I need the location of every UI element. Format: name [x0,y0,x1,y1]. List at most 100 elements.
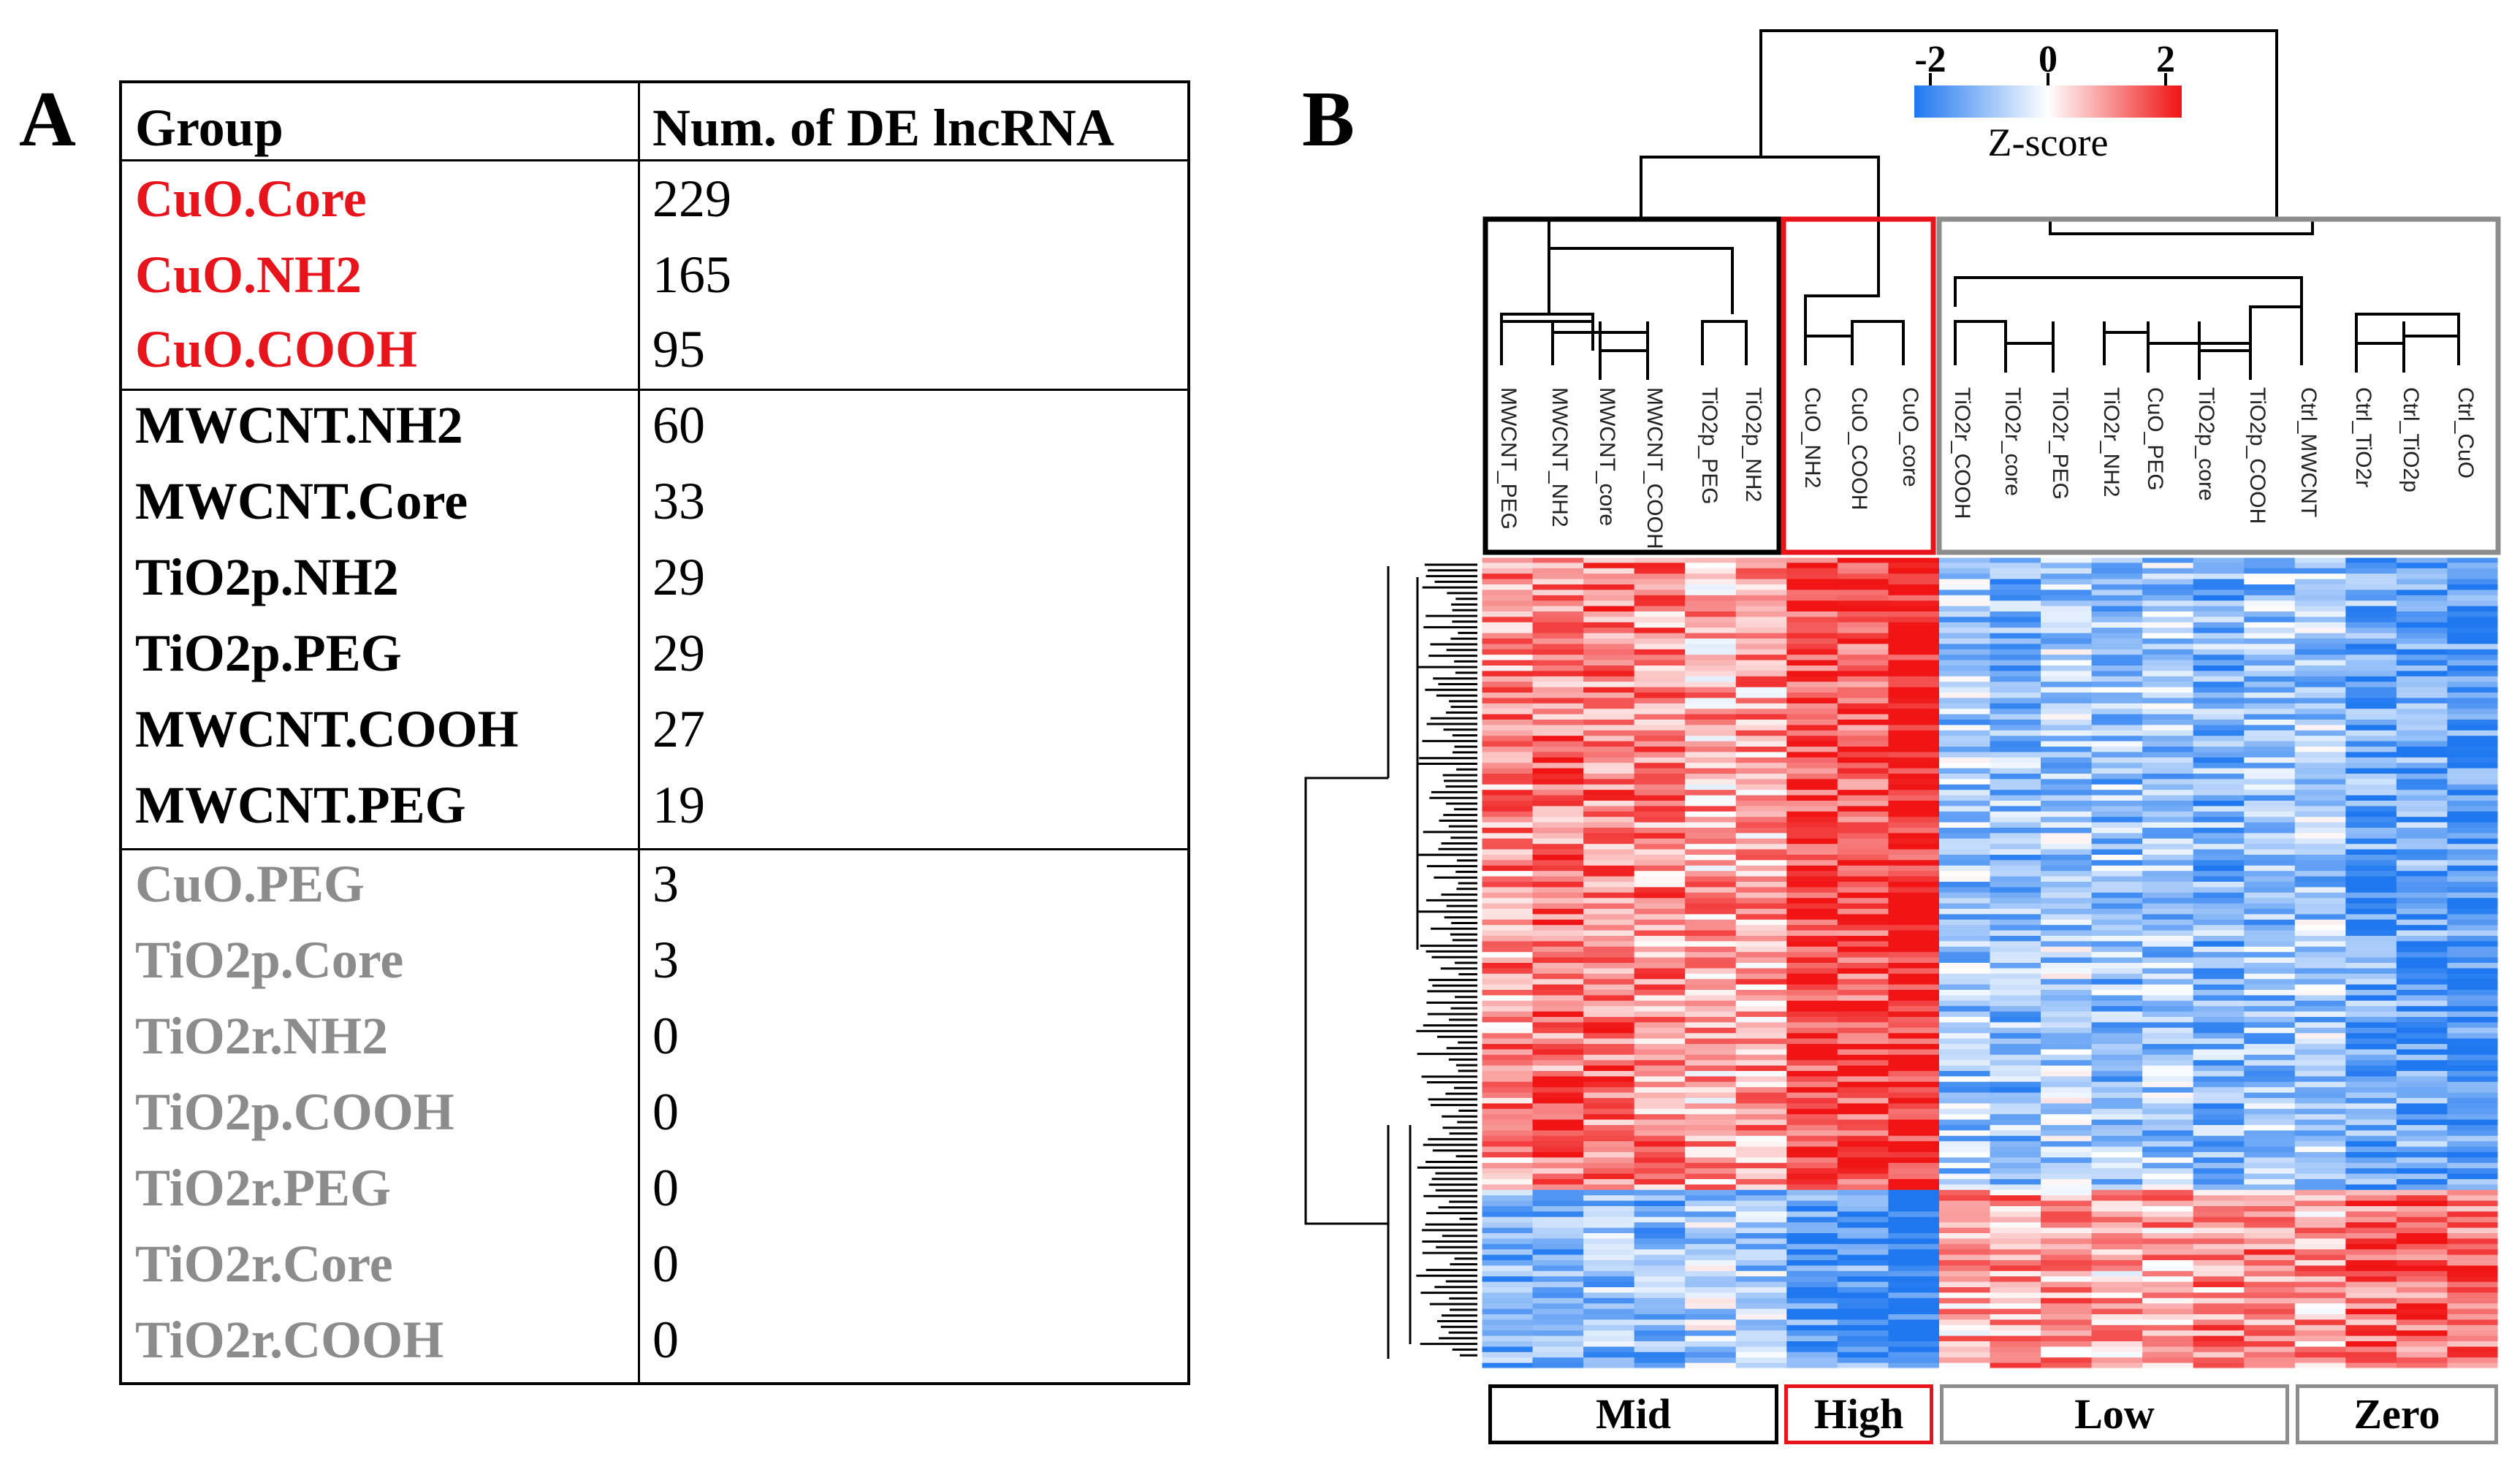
heatmap-cell [1786,1173,1838,1180]
heatmap-cell [2091,763,2143,769]
heatmap-cell [1634,1162,1686,1169]
heatmap-cell [1990,1168,2041,1175]
heatmap-cell [1735,1222,1787,1229]
heatmap-cell [2142,1179,2194,1185]
heatmap-cell [1583,930,1635,937]
heatmap-cell [1482,984,1534,991]
heatmap-cell [2447,1243,2499,1250]
heatmap-cell [1685,693,1737,698]
heatmap-cell [1938,1060,1991,1067]
heatmap-cell [2091,898,2143,904]
row-group-name: TiO2r.NH2 [135,1007,389,1065]
heatmap-cell [1938,828,1991,834]
heatmap-cell [1735,979,1787,985]
heatmap-cell [1837,1189,1889,1196]
heatmap-cell [2294,1249,2346,1256]
heatmap-cell [1888,963,1940,969]
heatmap-cell [1888,1341,1940,1347]
heatmap-cell [2142,801,2194,807]
row-group-name: MWCNT.PEG [135,776,466,834]
heatmap-cell [2244,573,2296,580]
heatmap-cell [2091,849,2143,855]
heatmap-cell [2294,703,2346,709]
heatmap-cell [1634,1038,1686,1045]
heatmap-cell [2193,1006,2245,1013]
heatmap-cell [1583,876,1635,882]
heatmap-cell [2447,601,2499,607]
heatmap-cell [1837,979,1889,985]
heatmap-cell [1786,963,1838,969]
heatmap-cell [1990,628,2041,634]
heatmap-cell [1532,1297,1584,1304]
heatmap-cell [1990,768,2041,774]
heatmap-cell [1532,687,1584,693]
heatmap-cell [2447,790,2499,796]
heatmap-cell [1634,1168,1686,1175]
heatmap-cell [2294,860,2346,866]
heatmap-cell [1532,1254,1584,1261]
heatmap-cell [1837,1103,1889,1110]
header-divider [122,159,1187,161]
heatmap-cell [1938,1038,1991,1045]
heatmap-cell [1735,898,1787,904]
heatmap-cell [1634,833,1686,839]
heatmap-cell [1837,1022,1889,1029]
heatmap-cell [1938,579,1991,585]
heatmap-cell [2244,979,2296,985]
heatmap-cell [1990,1281,2041,1288]
heatmap-cell [2041,1308,2093,1315]
row-group-name: CuO.COOH [135,320,418,378]
heatmap-cell [1735,1092,1787,1099]
heatmap-cell [2041,1179,2093,1185]
heatmap-cell [2244,876,2296,882]
heatmap-cell [2193,693,2245,698]
heatmap-cell [2345,1243,2397,1250]
heatmap-cell [2396,693,2448,698]
heatmap-cell [2193,747,2245,752]
heatmap-cell [1735,876,1787,882]
dendrogram-branch [1851,320,1905,351]
heatmap-cell [1938,790,1991,796]
heatmap-cell [2396,1103,2448,1110]
heatmap-cell [2447,693,2499,698]
heatmap-cell [2244,1060,2296,1067]
heatmap-cell [2091,1060,2143,1067]
heatmap-cell [1685,730,1737,736]
heatmap-cell [2447,784,2499,790]
heatmap-cell [2091,1211,2143,1218]
heatmap-cell [2244,779,2296,785]
heatmap-cell [2294,1184,2346,1191]
heatmap-cell [2345,882,2397,888]
heatmap-cell [1685,1011,1737,1018]
heatmap-cell [1938,1162,1991,1169]
heatmap-cell [1685,1173,1737,1180]
heatmap-cell [2142,682,2194,688]
heatmap-cell [1938,676,1991,682]
heatmap-cell [2041,1125,2093,1131]
heatmap-cell [2091,741,2143,747]
heatmap-cell [1532,736,1584,742]
heatmap-cell [2244,720,2296,725]
heatmap-cell [2091,573,2143,580]
heatmap-cell [1634,573,1686,580]
heatmap-cell [1938,617,1991,623]
heatmap-cell [1938,655,1991,661]
group-label-low: Low [1940,1384,2289,1444]
heatmap-cell [2396,595,2448,601]
heatmap-cell [2193,1324,2245,1331]
heatmap-cell [1634,925,1686,931]
heatmap-cell [1532,1265,1584,1272]
heatmap-cell [2193,774,2245,779]
heatmap-cell [1634,1000,1686,1007]
heatmap-cell [1482,1319,1534,1326]
heatmap-cell [2142,1189,2194,1196]
heatmap-cell [2294,984,2346,991]
heatmap-cell [1786,1092,1838,1099]
heatmap-cell [2193,579,2245,585]
heatmap-cell [2294,995,2346,1002]
heatmap-cell [2041,1135,2093,1142]
heatmap-cell [2142,1017,2194,1023]
heatmap-cell [1735,1227,1787,1234]
heatmap-cell [1938,660,1991,666]
heatmap-cell [1634,1141,1686,1148]
